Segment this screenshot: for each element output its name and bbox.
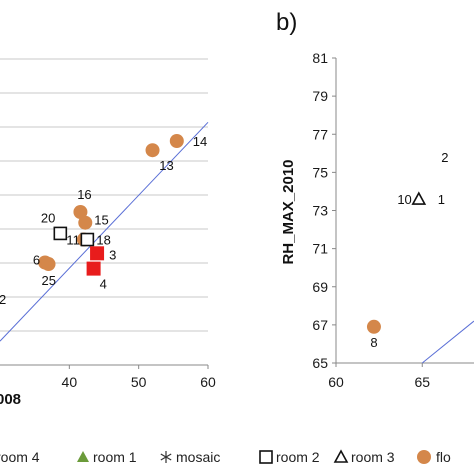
panel-a-x-axis-title: 008 <box>0 391 21 408</box>
y-tick-label: 77 <box>312 126 328 142</box>
panel-b-y-axis-title: RH_MAX_2010 <box>280 159 297 264</box>
data-point-15 <box>78 215 93 230</box>
legend-marker-2 <box>160 451 172 463</box>
point-label-16: 16 <box>77 187 91 202</box>
legend-label-3: room 2 <box>276 449 320 465</box>
legend-label-0: room 4 <box>0 449 40 465</box>
point-label-10: 10 <box>397 192 411 207</box>
point-label-6: 6 <box>33 252 40 267</box>
y-tick-label: 73 <box>312 203 328 219</box>
data-point-8 <box>366 319 381 334</box>
point-label-4: 4 <box>100 277 107 292</box>
data-point-13 <box>145 143 160 158</box>
point-label-20: 20 <box>41 210 55 225</box>
point-label-18: 18 <box>96 233 110 248</box>
legend-label-4: room 3 <box>351 449 395 465</box>
asterisk-stroke <box>160 453 172 461</box>
point-label-1: 1 <box>438 192 445 207</box>
data-point-25 <box>41 257 56 272</box>
point-label-14: 14 <box>193 134 207 149</box>
legend-marker-1 <box>77 451 89 462</box>
y-tick-label: 81 <box>312 50 328 66</box>
x-tick-label: 60 <box>200 374 216 390</box>
data-point-14 <box>169 134 184 149</box>
panel-b-label: b) <box>276 9 297 36</box>
point-label-3: 3 <box>109 247 116 262</box>
point-label-8: 8 <box>370 335 377 350</box>
panel-a-x-ticks: 40 50 60 <box>62 365 216 390</box>
point-label-25: 25 <box>42 273 56 288</box>
legend-marker-3 <box>259 450 273 464</box>
panel-b-points: 810 12 <box>366 150 448 350</box>
legend-label-5: flo <box>436 449 451 465</box>
x-tick-label: 40 <box>62 374 78 390</box>
y-tick-label: 75 <box>312 164 328 180</box>
legend-marker-5 <box>417 450 431 464</box>
x-tick-label: 50 <box>131 374 147 390</box>
y-tick-label: 69 <box>312 279 328 295</box>
point-label-13: 13 <box>159 158 173 173</box>
point-label-15: 15 <box>94 213 108 228</box>
data-point-18 <box>80 232 95 247</box>
legend-label-1: room 1 <box>93 449 137 465</box>
point-label-2: 2 <box>0 292 6 307</box>
data-point-10 <box>411 191 427 205</box>
x-tick-label: 60 <box>328 374 344 390</box>
legend: room 4 room 1 mosaic room 2 room 3 flo <box>0 449 451 465</box>
data-point-3 <box>90 246 105 261</box>
y-tick-label: 79 <box>312 88 328 104</box>
data-point-16 <box>73 205 88 219</box>
data-point-20 <box>53 226 68 241</box>
legend-label-2: mosaic <box>176 449 220 465</box>
data-point-4 <box>86 261 101 276</box>
x-tick-label: 65 <box>414 374 430 390</box>
y-tick-label: 65 <box>312 355 328 371</box>
legend-marker-4 <box>333 449 349 463</box>
y-tick-label: 71 <box>312 241 328 257</box>
y-tick-label: 67 <box>312 317 328 333</box>
panel-a-reference-line <box>0 121 209 342</box>
panel-b-x-ticks: 60 65 <box>328 363 430 390</box>
point-label-11: 11 <box>66 233 80 248</box>
point-label-2: 2 <box>441 150 448 165</box>
panel-b-y-ticks: 65 67 69 71 73 75 77 79 81 <box>312 50 336 371</box>
panel-b-reference-line <box>421 320 474 364</box>
